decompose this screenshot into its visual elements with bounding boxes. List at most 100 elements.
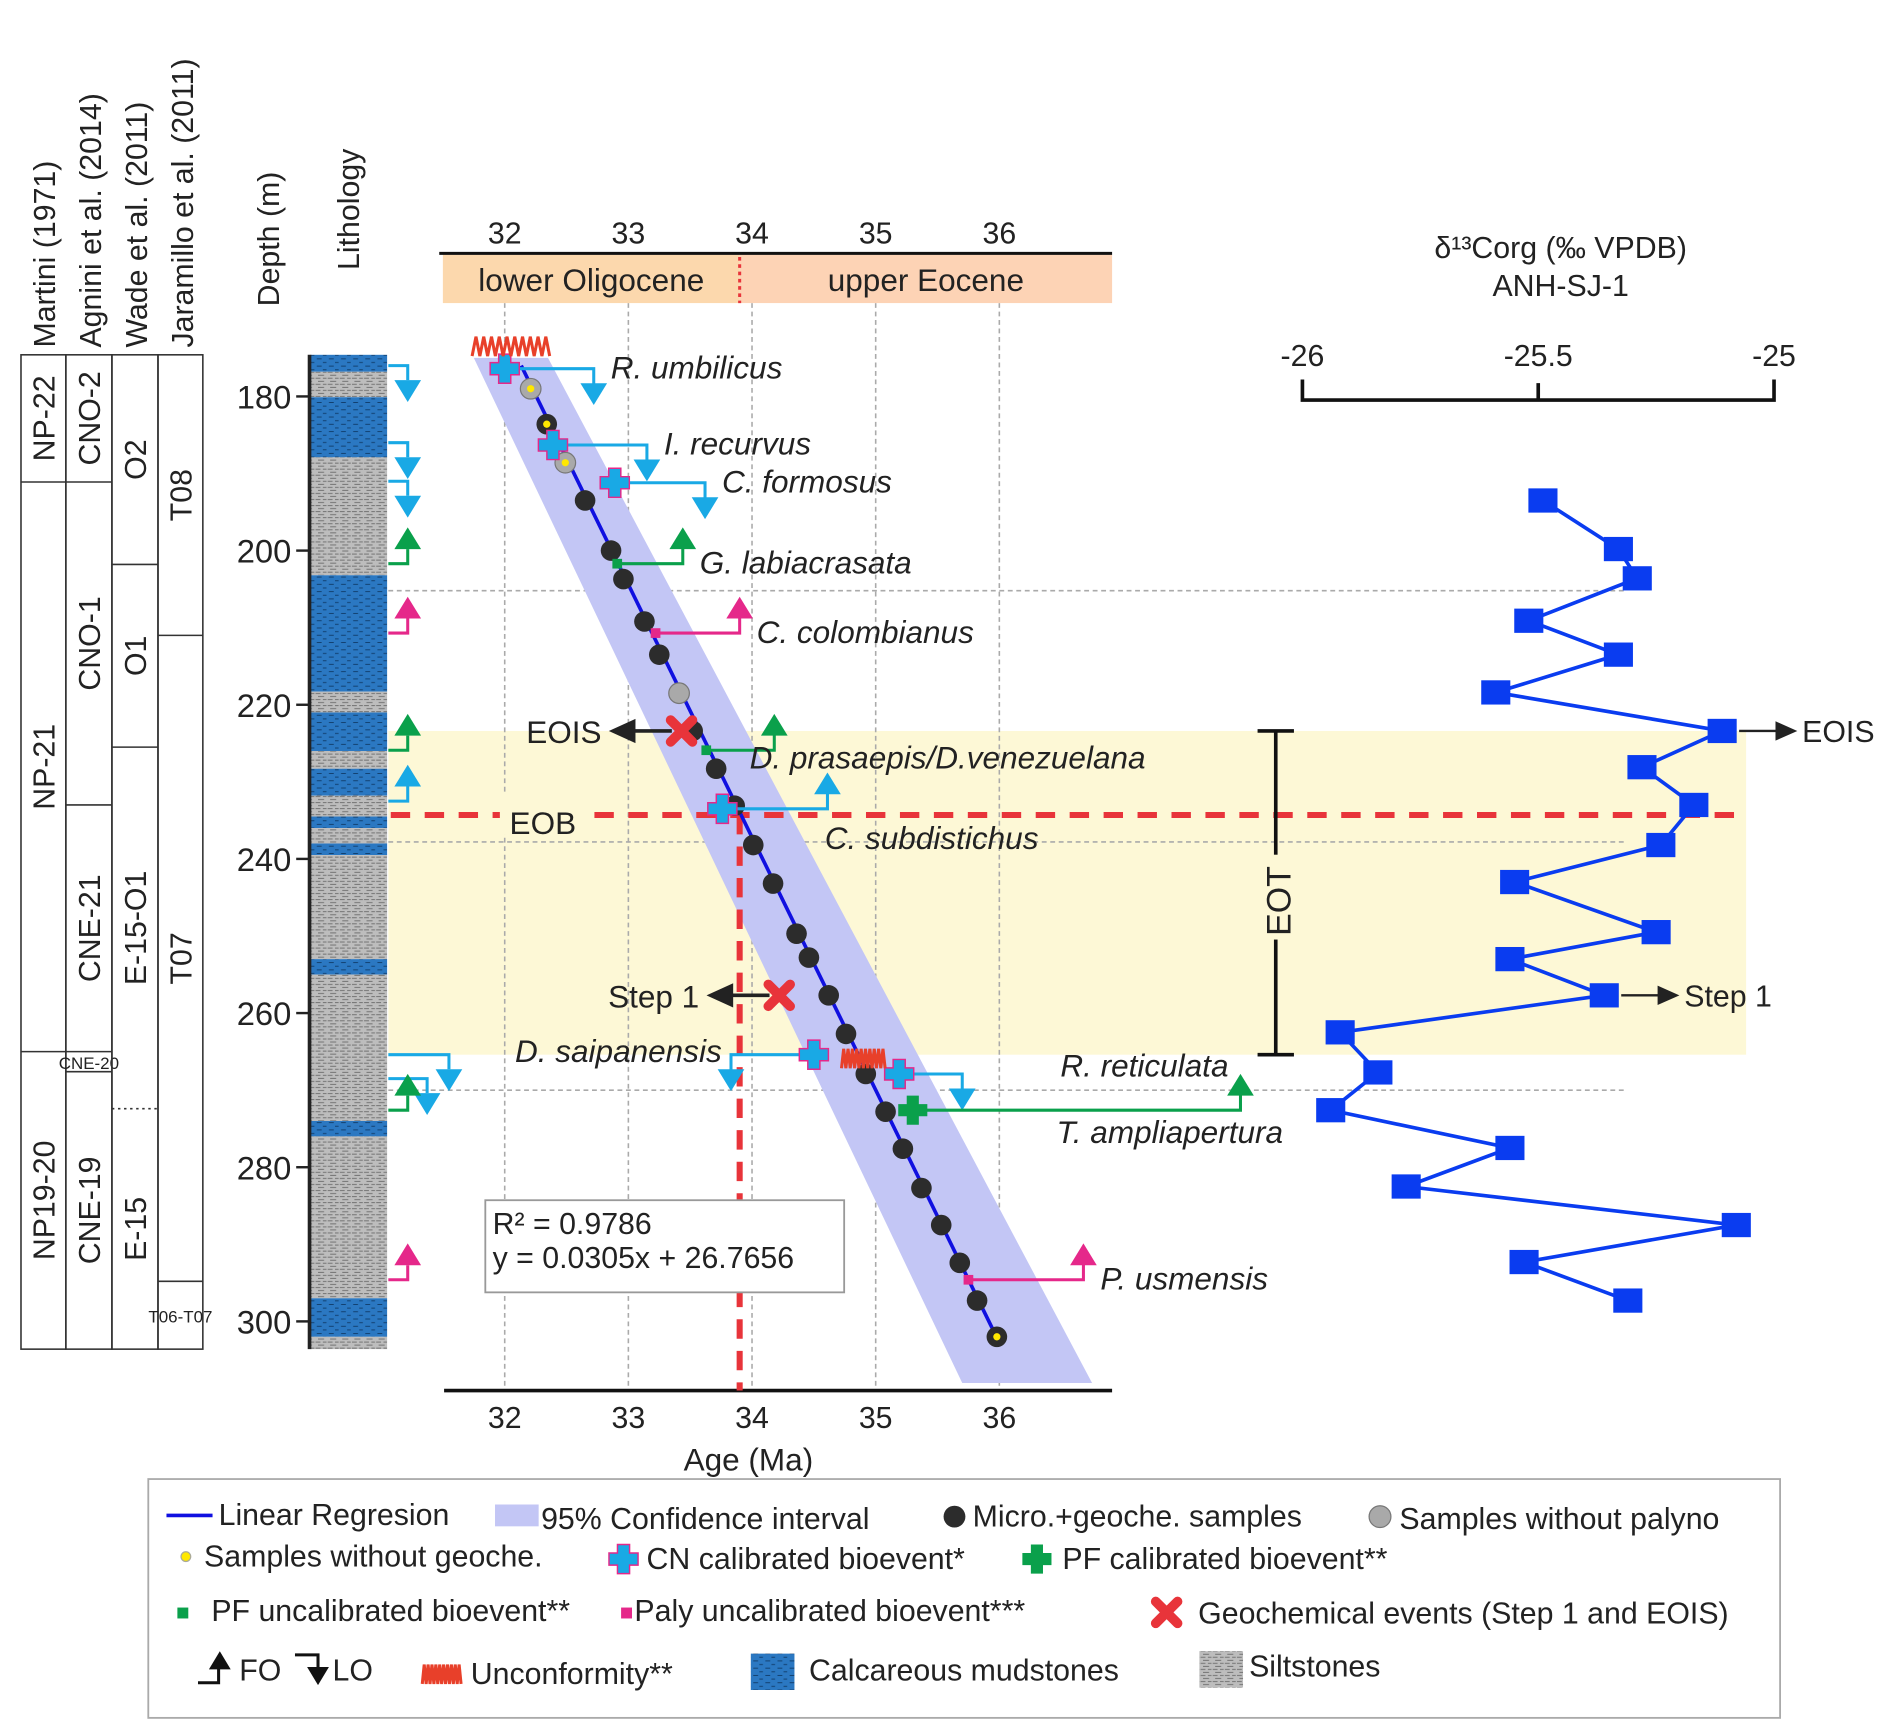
zone-label: O2 xyxy=(120,439,153,479)
column-mark-line xyxy=(388,786,410,803)
zone-label: E-15 xyxy=(120,1197,153,1261)
lithology-mudstone xyxy=(310,959,388,975)
bioevent-line xyxy=(655,616,742,635)
d13c-point xyxy=(1325,1020,1355,1045)
d13c-point xyxy=(1363,1060,1393,1085)
sample-point xyxy=(798,947,820,968)
no-geoche-marker xyxy=(993,1333,1001,1341)
no-geoche-marker xyxy=(561,459,569,467)
depth-tick-label: 260 xyxy=(237,995,292,1032)
x-axis-label: Age (Ma) xyxy=(684,1442,814,1478)
column-mark-arrow-fo xyxy=(394,596,422,619)
column-mark-line xyxy=(388,441,410,458)
legend-lo-line xyxy=(294,1653,320,1669)
d13c-point xyxy=(1316,1098,1346,1123)
pf-uncalibrated-marker xyxy=(612,558,623,569)
d13c-title: δ¹³Corg (‰ VPDB) xyxy=(1434,232,1687,265)
zone-label: NP-21 xyxy=(28,724,61,810)
column-mark-line xyxy=(388,1095,410,1112)
geochemical-event-marker xyxy=(665,715,698,747)
sample-point xyxy=(966,1290,988,1311)
d13c-annot-label: EOIS xyxy=(1802,716,1874,749)
lithology-siltstone xyxy=(310,855,388,960)
confidence-band xyxy=(473,357,1093,1384)
top-tick-label: 35 xyxy=(859,218,893,251)
zone-label: T08 xyxy=(165,469,198,521)
zone-label: CNE-19 xyxy=(74,1157,107,1265)
bioevent-arrow-fo xyxy=(814,772,841,795)
bioevent-line xyxy=(729,1053,814,1072)
no-geoche-marker xyxy=(527,385,535,393)
sample-point xyxy=(600,540,622,561)
bioevent-label: C. subdistichus xyxy=(825,820,1039,856)
sample-point xyxy=(892,1138,914,1160)
geochem-arrow-head xyxy=(608,718,636,744)
d13c-point xyxy=(1514,608,1544,633)
column-mark-arrow-fo xyxy=(394,713,422,736)
sample-point xyxy=(648,644,670,665)
bioevent-line xyxy=(552,443,649,462)
column-mark-line xyxy=(388,735,410,752)
legend-sample-swatch xyxy=(943,1505,966,1528)
eot-label: EOT xyxy=(1260,866,1298,936)
bottom-tick-label: 32 xyxy=(488,1402,522,1435)
d13c-subtitle: ANH-SJ-1 xyxy=(1492,270,1628,303)
d13c-annot-label: Step 1 xyxy=(1684,980,1772,1013)
bioevent-label: G. labiacrasata xyxy=(700,544,912,580)
legend-label: Paly uncalibrated bioevent*** xyxy=(634,1595,1025,1628)
bottom-tick-label: 36 xyxy=(982,1402,1016,1435)
d13c-point xyxy=(1495,946,1525,972)
sample-point xyxy=(742,834,764,856)
zone-label: NP-22 xyxy=(28,375,61,461)
d13c-tick-label: -25.5 xyxy=(1504,340,1573,373)
d13c-point xyxy=(1646,832,1676,858)
column-mark-arrow-lo xyxy=(413,1093,441,1115)
d13c-tick-label: -25 xyxy=(1752,340,1796,373)
lithology-siltstone xyxy=(310,457,388,576)
legend-label: PF calibrated bioevent** xyxy=(1062,1543,1387,1576)
column-header-agnini: Agnini et al. (2014) xyxy=(75,93,108,347)
lithology-mudstone xyxy=(310,575,388,692)
d13c-point xyxy=(1613,1288,1643,1313)
lithology-siltstone xyxy=(310,371,388,398)
column-header-martini: Martini (1971) xyxy=(29,161,62,348)
cn-calibrated-marker xyxy=(599,467,631,499)
cn-calibrated-marker xyxy=(489,353,520,384)
bioevent-label: D. saipanensis xyxy=(515,1033,722,1069)
top-tick-label: 36 xyxy=(982,218,1016,251)
legend-nopalyno-swatch xyxy=(1368,1505,1392,1529)
zone-label: CNE-21 xyxy=(74,874,107,982)
paly-uncalibrated-marker xyxy=(650,628,661,638)
zone-label: CNO-2 xyxy=(74,371,107,465)
column-mark-arrow-lo xyxy=(394,380,422,402)
eot-label-bg xyxy=(1261,854,1291,940)
lithology-mudstone xyxy=(310,397,388,458)
legend-label: Calcareous mudstones xyxy=(809,1654,1119,1687)
lithology-mudstone xyxy=(310,354,388,372)
bioevent-line xyxy=(912,1093,1242,1112)
lithology-mudstone xyxy=(310,843,388,856)
bioevent-arrow-lo xyxy=(580,383,608,406)
legend-geochem-swatch xyxy=(1150,1596,1183,1629)
d13c-tick-label: -26 xyxy=(1281,340,1325,373)
lithology-siltstone xyxy=(310,974,388,1121)
legend-pfu-swatch xyxy=(177,1607,189,1619)
legend-label: PF uncalibrated bioevent** xyxy=(211,1595,570,1628)
bottom-tick-label: 34 xyxy=(735,1402,769,1435)
column-mark-arrow-fo xyxy=(394,764,422,787)
bioevent-line xyxy=(617,546,685,566)
zone-label: CNE-20 xyxy=(59,1054,119,1073)
cn-calibrated-marker xyxy=(707,793,738,825)
legend-label: Unconformity** xyxy=(471,1658,673,1691)
bioevent-line xyxy=(899,1072,964,1091)
d13c-point xyxy=(1603,536,1633,562)
geochem-label: EOIS xyxy=(526,714,601,750)
no-geoche-marker xyxy=(543,420,551,428)
bioevent-arrow-fo xyxy=(760,713,788,736)
d13c-point xyxy=(1509,1249,1539,1275)
column-mark-arrow-lo xyxy=(394,495,422,518)
column-mark-arrow-lo xyxy=(435,1069,463,1092)
bioevent-line xyxy=(968,1262,1085,1282)
bioevent-label: R. reticulata xyxy=(1060,1047,1228,1083)
